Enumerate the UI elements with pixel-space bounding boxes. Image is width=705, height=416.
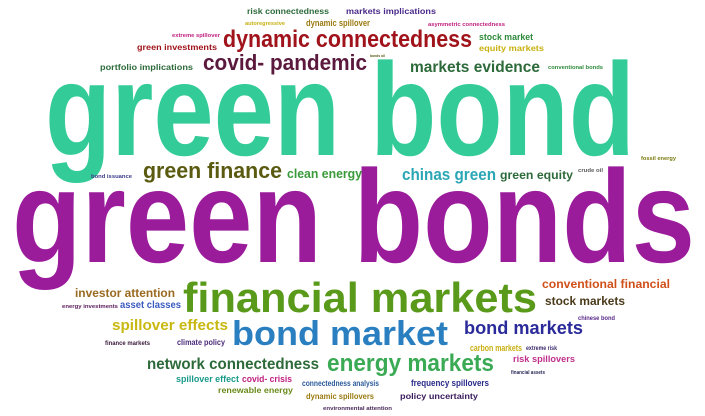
word: conventional bonds <box>548 65 603 71</box>
word: green investments <box>137 43 218 52</box>
word: financial markets <box>183 274 537 321</box>
word: autoregressive <box>245 21 285 27</box>
word: asset classes <box>120 300 181 311</box>
word: environmental attention <box>323 406 392 412</box>
word: equity markets <box>479 44 545 53</box>
word: stock market <box>479 32 533 42</box>
word: energy markets <box>327 350 494 377</box>
word: conventional financial <box>542 277 670 291</box>
word: renewable energy <box>218 386 294 395</box>
word: bond markets <box>464 318 583 338</box>
word: frequency spillovers <box>411 378 489 388</box>
word: portfolio implications <box>100 63 194 72</box>
word: dynamic spillover <box>306 18 370 28</box>
word: stock markets <box>545 294 625 308</box>
word: asymmetric connectedness <box>428 22 505 28</box>
word: energy investments <box>62 304 118 310</box>
word: chinas green <box>402 165 496 184</box>
word: extreme spillover <box>172 33 220 39</box>
word: covid- crisis <box>242 374 292 384</box>
word: connectedness analysis <box>302 379 379 388</box>
word: green equity <box>500 168 573 182</box>
word: financial assets <box>511 370 545 376</box>
word: markets evidence <box>410 59 540 76</box>
word: crude oil <box>578 168 604 174</box>
word: fossil energy <box>641 156 676 162</box>
word: risk spillovers <box>513 354 575 364</box>
word: finance markets <box>105 341 151 347</box>
word: network connectedness <box>147 356 319 373</box>
word: bonds oil <box>370 53 385 58</box>
word: bond issuance <box>91 174 132 180</box>
word: markets implications <box>346 7 437 16</box>
word: spillover effects <box>112 317 228 334</box>
word: risk connectedness <box>247 7 330 16</box>
word: covid- pandemic <box>203 50 367 75</box>
word: policy uncertainty <box>400 392 479 401</box>
word: extreme risk <box>526 346 558 352</box>
word: bond market <box>232 315 448 353</box>
word: carbon markets <box>470 343 522 353</box>
word: green bonds <box>12 143 695 290</box>
word: clean energy <box>287 166 363 181</box>
word: chinese bond <box>578 316 615 322</box>
word: green bond <box>45 36 635 183</box>
word: green finance <box>143 158 282 183</box>
word: investor attention <box>75 286 175 300</box>
word: spillover effect <box>176 374 239 384</box>
word: dynamic connectedness <box>223 26 472 53</box>
word: climate policy <box>177 338 225 347</box>
word: dynamic spillovers <box>306 392 375 401</box>
